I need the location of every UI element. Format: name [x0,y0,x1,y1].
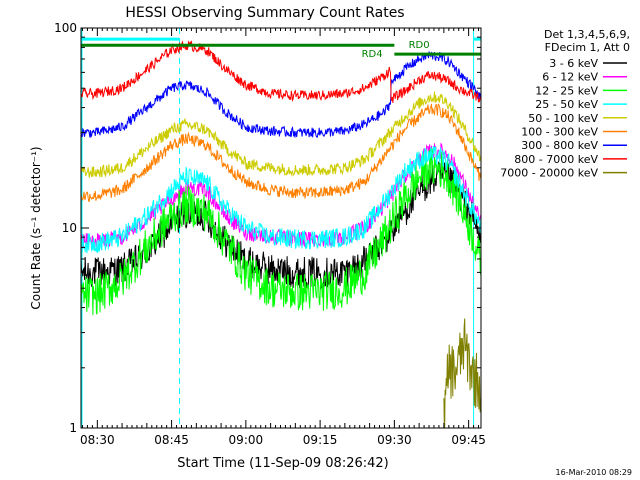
series-line-25-50-kev [81,145,481,254]
annotation-rd0: RD0 [409,40,430,51]
legend-label-12-25-kev: 12 - 25 keV [535,84,598,97]
y-axis: 1 10 100 [54,21,481,435]
series-line-50-100-kev [81,91,481,178]
legend-header-line-2: FDecim 1, Att 0 [545,41,630,54]
legend-label-50-100-kev: 50 - 100 keV [528,112,598,125]
series-line-300-800-kev [81,51,481,138]
legend-label-800-7000-kev: 800 - 7000 keV [514,153,598,166]
legend-label-7000-20000-kev: 7000 - 20000 keV [500,167,598,180]
footer-timestamp: 16-Mar-2010 08:29 [556,468,633,477]
legend: Det 1,3,4,5,6,9, FDecim 1, Att 0 3 - 6 k… [500,28,630,180]
series-line-100-300-kev [81,103,481,202]
y-tick-label-1: 1 [69,421,77,435]
x-axis: 08:30 08:45 09:00 09:15 09:30 09:45 [80,28,486,447]
legend-label-300-800-kev: 300 - 800 keV [521,139,598,152]
chart-title: HESSI Observing Summary Count Rates [125,5,404,21]
series-line-12-25-kev [81,148,481,316]
plot-content: RD4 RD0 [81,28,481,428]
x-tick-label-08-45: 08:45 [154,433,189,447]
series-line-7000-20000-kev [443,318,481,428]
x-tick-label-09-30: 09:30 [377,433,412,447]
x-tick-label-09-45: 09:45 [451,433,486,447]
x-tick-label-08-30: 08:30 [80,433,115,447]
y-tick-label-100: 100 [54,21,77,35]
x-axis-label: Start Time (11-Sep-09 08:26:42) [177,456,388,471]
annotation-rd4: RD4 [362,49,383,60]
y-tick-label-10: 10 [62,221,77,235]
legend-label-3-6-kev: 3 - 6 keV [549,57,598,70]
legend-label-100-300-kev: 100 - 300 keV [521,126,598,139]
x-tick-label-09-00: 09:00 [229,433,264,447]
legend-header-line-1: Det 1,3,4,5,6,9, [544,28,630,41]
legend-label-6-12-kev: 6 - 12 keV [542,71,598,84]
y-axis-label: Count Rate (s⁻¹ detector⁻¹) [29,146,43,309]
x-tick-label-09-15: 09:15 [303,433,338,447]
series-line-800-7000-kev [81,40,481,104]
plot-area: RD4 RD0 [81,28,481,428]
legend-label-25-50-kev: 25 - 50 keV [535,98,598,111]
